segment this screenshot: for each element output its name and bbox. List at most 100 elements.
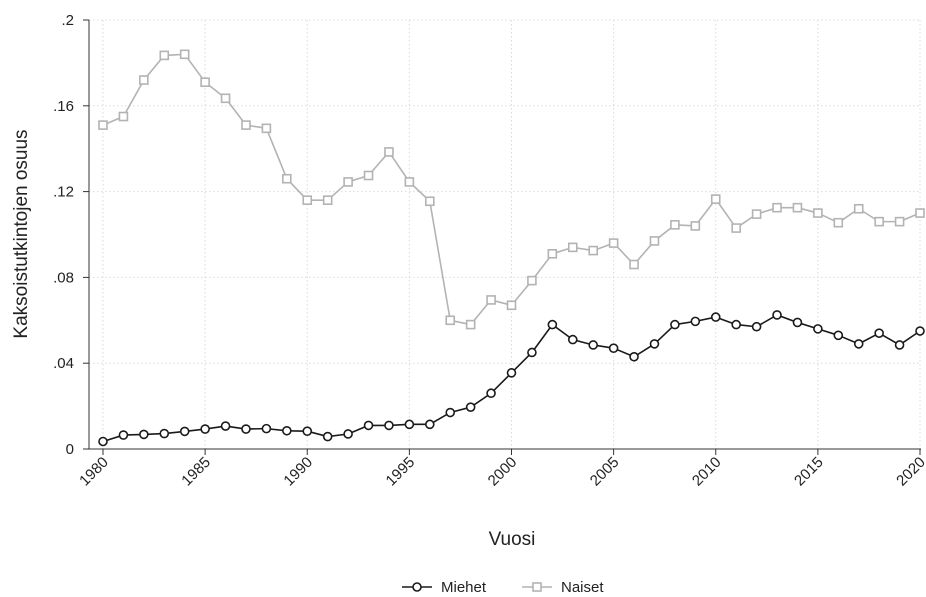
series-miehet	[98, 310, 925, 447]
data-point-miehet	[118, 430, 129, 440]
data-point-miehet	[302, 426, 313, 436]
data-point-miehet	[424, 419, 435, 430]
data-point-miehet	[608, 343, 619, 353]
data-point-miehet	[343, 429, 353, 439]
data-point-naiset	[302, 195, 313, 205]
x-tick-label: 1985	[178, 454, 214, 490]
data-point-naiset	[629, 259, 639, 270]
legend-label-miehet: Miehet	[441, 579, 487, 596]
data-point-naiset	[445, 315, 456, 326]
data-point-miehet	[527, 347, 537, 358]
x-tick-label: 1995	[383, 454, 419, 490]
data-point-miehet	[322, 431, 333, 442]
legend-label-naiset: Naiset	[561, 579, 604, 596]
data-point-naiset	[139, 75, 149, 85]
x-tick-label: 2010	[689, 454, 725, 490]
data-point-miehet	[159, 428, 170, 439]
data-point-miehet	[710, 312, 721, 322]
data-point-naiset	[98, 120, 108, 130]
data-point-miehet	[894, 340, 905, 350]
legend-item-miehet: Miehet	[402, 579, 487, 596]
series-layer	[98, 49, 925, 447]
data-point-naiset	[241, 120, 251, 130]
data-point-miehet	[853, 339, 864, 349]
data-point-naiset	[813, 208, 823, 218]
data-point-naiset	[527, 275, 537, 286]
data-point-naiset	[159, 50, 170, 61]
data-point-naiset	[179, 49, 190, 60]
data-point-miehet	[813, 324, 823, 334]
y-axis-ticks: 0 .04 .08 .12 .16 .2	[53, 12, 89, 458]
data-point-naiset	[792, 202, 803, 213]
data-point-miehet	[98, 436, 108, 447]
legend: Miehet Naiset	[402, 579, 604, 596]
legend-marker-miehet	[412, 582, 422, 592]
y-tick-label: .12	[53, 184, 74, 201]
data-point-miehet	[282, 425, 292, 436]
data-point-miehet	[751, 321, 762, 332]
data-point-naiset	[833, 217, 844, 228]
x-tick-label: 2000	[485, 454, 521, 490]
data-point-miehet	[731, 319, 741, 330]
data-point-naiset	[567, 242, 578, 253]
data-point-naiset	[424, 196, 435, 207]
data-point-naiset	[874, 216, 884, 227]
x-axis-ticks: 1980 1985 1990 1995 2000 2005 2010 2015 2020	[76, 449, 926, 489]
data-point-naiset	[465, 319, 476, 330]
data-point-miehet	[486, 388, 496, 399]
data-point-naiset	[731, 223, 741, 233]
data-point-miehet	[445, 407, 456, 418]
y-tick-label: .04	[53, 355, 74, 372]
data-point-miehet	[363, 420, 374, 431]
data-point-miehet	[833, 330, 844, 341]
data-point-naiset	[915, 208, 925, 218]
data-point-naiset	[670, 220, 680, 230]
data-point-miehet	[772, 310, 782, 320]
data-point-naiset	[404, 177, 415, 187]
data-point-naiset	[853, 203, 864, 214]
data-point-naiset	[118, 111, 129, 122]
data-point-miehet	[179, 426, 190, 437]
y-axis-title: Kaksoistutkintojen osuus	[11, 129, 32, 338]
data-point-miehet	[506, 368, 517, 378]
x-tick-label: 1980	[76, 454, 112, 490]
series-naiset	[98, 49, 925, 330]
data-point-naiset	[690, 221, 701, 231]
data-point-naiset	[261, 123, 272, 134]
data-point-naiset	[894, 216, 905, 227]
data-point-naiset	[506, 300, 517, 311]
legend-item-naiset: Naiset	[522, 579, 604, 596]
data-point-miehet	[404, 419, 415, 430]
data-point-naiset	[547, 249, 558, 259]
data-point-miehet	[547, 319, 558, 330]
data-point-naiset	[322, 195, 333, 205]
data-point-miehet	[649, 339, 660, 349]
data-point-miehet	[792, 317, 803, 328]
data-point-miehet	[690, 316, 701, 327]
y-tick-label: 0	[66, 441, 74, 458]
data-point-naiset	[751, 209, 762, 219]
data-point-miehet	[200, 424, 210, 434]
data-point-naiset	[384, 147, 394, 157]
data-point-miehet	[588, 340, 599, 350]
data-point-naiset	[282, 173, 292, 184]
data-point-miehet	[241, 424, 251, 434]
y-tick-label: .2	[61, 12, 74, 29]
data-point-miehet	[915, 326, 925, 336]
x-tick-label: 1990	[280, 454, 316, 490]
data-point-miehet	[139, 429, 149, 440]
data-point-miehet	[220, 421, 231, 431]
data-point-miehet	[670, 319, 680, 330]
data-point-naiset	[608, 238, 619, 248]
legend-marker-naiset	[532, 582, 542, 592]
axes	[88, 20, 921, 450]
data-point-naiset	[649, 236, 660, 246]
data-point-naiset	[220, 93, 231, 104]
y-tick-label: .16	[53, 98, 74, 115]
x-axis-title: Vuosi	[489, 529, 536, 550]
data-point-naiset	[710, 194, 721, 204]
data-point-naiset	[486, 295, 496, 305]
gridlines	[89, 19, 921, 449]
data-point-naiset	[200, 77, 210, 88]
x-tick-label: 2020	[893, 454, 926, 490]
